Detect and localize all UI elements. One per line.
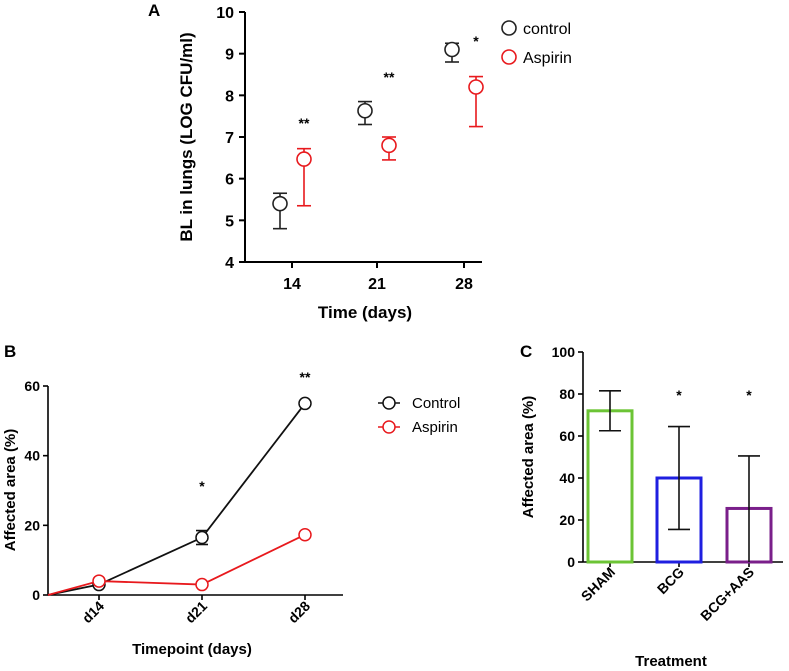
- a-y-axis-label: BL in lungs (LOG CFU/ml): [177, 32, 196, 241]
- a-y-tick-label: 5: [225, 213, 234, 230]
- a-significance: **: [384, 69, 395, 85]
- a-legend-marker-control: [501, 20, 517, 36]
- c-y-tick-label: 100: [552, 344, 576, 360]
- c-y-tick-label: 60: [559, 428, 575, 444]
- b-control-point: [195, 530, 209, 545]
- a-control-point: [272, 195, 288, 212]
- a-y-tick-label: 8: [225, 88, 234, 105]
- b-aspirin-line: [47, 533, 306, 596]
- b-legend-marker-aspirin: [382, 420, 396, 434]
- a-aspirin-point: [468, 79, 484, 95]
- a-control-point: [444, 41, 460, 58]
- panel-c: C 0 20 40 60 80 100 SHAM BCG BCG+AAS * * Treatme…: [520, 342, 783, 670]
- b-x-tick-label: d14: [79, 598, 108, 627]
- a-significance: *: [473, 33, 479, 49]
- a-control-point: [357, 102, 373, 119]
- c-y-axis-label: Affected area (%): [520, 396, 537, 519]
- b-aspirin-point: [92, 574, 106, 588]
- b-aspirin-point: [298, 527, 312, 542]
- b-aspirin-point: [195, 577, 209, 592]
- a-significance: **: [299, 115, 310, 131]
- b-x-tick-label: d21: [182, 598, 211, 627]
- panel-label-a: A: [148, 1, 160, 20]
- c-significance: *: [746, 387, 752, 403]
- c-y-tick-label: 20: [559, 512, 575, 528]
- b-significance: **: [300, 369, 311, 385]
- a-y-tick-label: 4: [225, 255, 234, 272]
- a-aspirin-point: [381, 137, 397, 154]
- b-control-line: [47, 402, 306, 596]
- c-y-tick-label: 0: [567, 554, 575, 570]
- b-significance: *: [199, 478, 205, 494]
- b-y-tick-label: 0: [32, 587, 40, 603]
- a-y-tick-label: 7: [225, 130, 234, 147]
- a-legend: control Aspirin: [501, 20, 572, 67]
- c-y-tick-label: 40: [559, 470, 575, 486]
- a-legend-marker-aspirin: [501, 49, 517, 65]
- a-y-tick-label: 6: [225, 172, 234, 189]
- a-aspirin-point: [296, 151, 312, 167]
- b-legend-marker-control: [382, 396, 396, 410]
- a-x-axis-label: Time (days): [318, 303, 412, 322]
- c-x-tick-label: SHAM: [578, 564, 618, 604]
- c-significance: *: [676, 387, 682, 403]
- b-legend-control: Control: [412, 395, 460, 412]
- a-x-tick-label: 21: [368, 276, 386, 293]
- a-x-tick-label: 28: [455, 276, 473, 293]
- c-bar-sham: [586, 409, 634, 564]
- c-y-tick-label: 80: [559, 386, 575, 402]
- c-x-tick-label: BCG: [654, 564, 687, 597]
- panel-label-b: B: [4, 342, 16, 361]
- b-y-axis-label: Affected area (%): [2, 429, 19, 552]
- b-legend-aspirin: Aspirin: [412, 419, 458, 436]
- panel-label-c: C: [520, 342, 532, 361]
- b-x-axis-label: Timepoint (days): [132, 641, 252, 658]
- a-y-tick-label: 9: [225, 47, 234, 64]
- a-legend-aspirin: Aspirin: [523, 50, 572, 67]
- c-x-axis-label: Treatment: [635, 653, 707, 670]
- b-x-tick-label: d28: [285, 598, 314, 627]
- c-x-tick-label: BCG+AAS: [697, 564, 757, 624]
- b-y-tick-label: 60: [24, 378, 40, 394]
- b-y-tick-label: 20: [24, 517, 40, 533]
- a-y-tick-label: 10: [216, 5, 234, 22]
- b-y-tick-label: 40: [24, 448, 40, 464]
- a-x-tick-label: 14: [283, 276, 301, 293]
- b-legend: Control Aspirin: [378, 395, 460, 436]
- a-legend-control: control: [523, 21, 571, 38]
- b-control-point: [298, 396, 312, 411]
